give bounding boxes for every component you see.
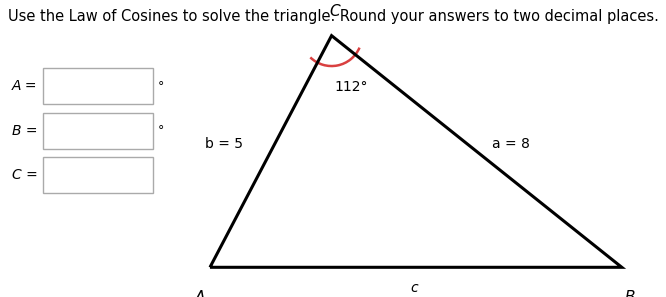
Text: a = 8: a = 8 — [492, 137, 529, 151]
Text: A: A — [195, 290, 205, 297]
Text: b = 5: b = 5 — [205, 137, 243, 151]
Text: A =: A = — [12, 79, 37, 93]
Text: C: C — [329, 4, 340, 19]
Text: C =: C = — [12, 168, 38, 182]
Text: Use the Law of Cosines to solve the triangle. Round your answers to two decimal : Use the Law of Cosines to solve the tria… — [7, 9, 659, 24]
Text: c: c — [411, 281, 418, 295]
Text: 112°: 112° — [334, 80, 368, 94]
Text: B: B — [625, 290, 635, 297]
Text: °: ° — [158, 80, 165, 93]
Text: °: ° — [158, 124, 165, 137]
Text: B =: B = — [12, 124, 37, 138]
